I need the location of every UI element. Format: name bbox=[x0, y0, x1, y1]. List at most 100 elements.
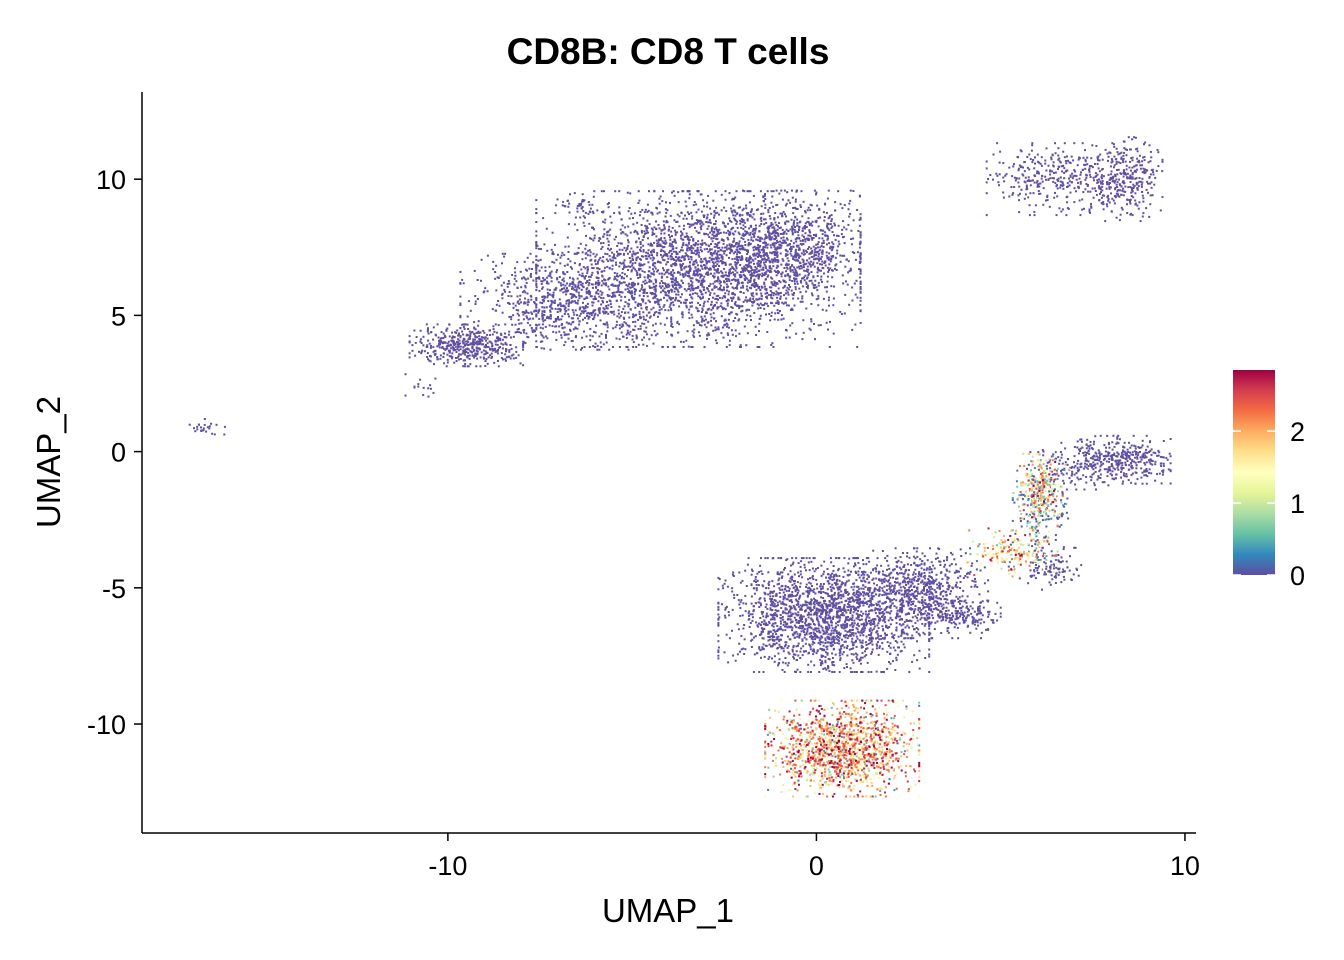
cell-point bbox=[749, 255, 751, 258]
cell-point bbox=[829, 320, 831, 323]
cell-point bbox=[202, 429, 205, 432]
cell-point bbox=[586, 272, 589, 275]
cell-point bbox=[582, 306, 585, 309]
cell-point bbox=[664, 239, 667, 242]
cell-point bbox=[803, 252, 806, 255]
cell-points bbox=[188, 136, 1172, 798]
cell-point bbox=[759, 289, 762, 292]
cell-point bbox=[623, 321, 626, 324]
cell-point bbox=[462, 323, 465, 326]
cell-point bbox=[606, 265, 609, 268]
cell-point bbox=[772, 226, 775, 229]
cell-point bbox=[438, 346, 441, 349]
cell-point bbox=[671, 235, 673, 238]
cell-point bbox=[489, 334, 491, 336]
cell-point bbox=[554, 307, 557, 310]
cell-point bbox=[745, 288, 748, 291]
cell-point bbox=[654, 289, 657, 292]
cell-point bbox=[783, 284, 786, 287]
cell-point bbox=[558, 330, 561, 333]
cell-point bbox=[612, 295, 615, 298]
cell-point bbox=[484, 365, 487, 367]
cell-point bbox=[544, 325, 547, 328]
cell-point bbox=[765, 289, 768, 292]
cell-point bbox=[799, 204, 802, 207]
cell-point bbox=[1064, 170, 1067, 173]
cell-point bbox=[1073, 187, 1076, 190]
cell-point bbox=[695, 211, 698, 214]
cell-point bbox=[563, 326, 566, 329]
cell-point bbox=[443, 341, 446, 344]
cell-point bbox=[771, 342, 774, 345]
cell-point bbox=[539, 258, 542, 261]
cell-point bbox=[796, 273, 799, 276]
cell-point bbox=[764, 206, 767, 209]
cell-point bbox=[546, 249, 549, 252]
cell-point bbox=[471, 331, 474, 333]
cell-point bbox=[567, 313, 570, 316]
cell-point bbox=[858, 255, 861, 258]
cell-point bbox=[619, 314, 622, 317]
cell-point bbox=[828, 216, 831, 219]
cell-point bbox=[764, 233, 767, 236]
cell-point bbox=[781, 214, 783, 217]
cell-point bbox=[794, 198, 797, 201]
cell-point bbox=[652, 297, 655, 300]
cell-point bbox=[486, 345, 489, 348]
cell-point bbox=[653, 295, 656, 298]
cell-point bbox=[772, 294, 775, 297]
cell-point bbox=[706, 227, 709, 230]
cell-point bbox=[745, 207, 748, 210]
cell-point bbox=[687, 311, 690, 314]
cell-point bbox=[535, 267, 538, 270]
cell-point bbox=[538, 308, 541, 311]
cell-point bbox=[1008, 166, 1011, 169]
cell-point bbox=[621, 224, 624, 227]
cell-point bbox=[638, 269, 641, 272]
cell-point bbox=[697, 321, 700, 324]
cell-point bbox=[849, 189, 852, 192]
cell-point bbox=[692, 272, 695, 275]
cell-point bbox=[627, 244, 629, 247]
cell-point bbox=[1020, 165, 1023, 168]
cell-point bbox=[619, 228, 622, 231]
cell-point bbox=[560, 305, 563, 308]
cell-point bbox=[636, 221, 639, 224]
cell-point bbox=[670, 230, 673, 233]
cell-point bbox=[808, 239, 810, 242]
cell-point bbox=[662, 269, 665, 272]
cell-point bbox=[720, 270, 723, 273]
cell-point bbox=[1044, 162, 1047, 165]
cell-point bbox=[756, 303, 759, 306]
cell-point bbox=[692, 273, 695, 276]
cell-point bbox=[487, 356, 490, 359]
cell-point bbox=[499, 337, 502, 340]
cell-point bbox=[670, 302, 673, 304]
cell-point bbox=[596, 209, 599, 212]
cell-point bbox=[788, 279, 791, 282]
cell-point bbox=[842, 236, 844, 239]
cell-point bbox=[648, 266, 651, 269]
cell-point bbox=[640, 255, 643, 258]
cell-point bbox=[812, 255, 815, 258]
cell-point bbox=[661, 200, 664, 203]
cell-point bbox=[802, 263, 805, 266]
cell-point bbox=[1139, 164, 1142, 167]
cell-point bbox=[800, 190, 803, 193]
cell-point bbox=[760, 220, 763, 223]
cell-point bbox=[591, 203, 594, 206]
cell-point bbox=[794, 288, 797, 291]
cell-point bbox=[602, 310, 605, 313]
cell-point bbox=[810, 251, 813, 254]
cell-point bbox=[701, 317, 704, 320]
cell-point bbox=[995, 172, 998, 175]
cell-point bbox=[1002, 176, 1005, 179]
cell-point bbox=[587, 317, 590, 320]
cell-point bbox=[859, 296, 862, 299]
cell-point bbox=[533, 301, 536, 303]
cell-point bbox=[463, 323, 466, 326]
cell-point bbox=[598, 312, 601, 315]
cell-point bbox=[453, 348, 456, 351]
cell-point bbox=[816, 243, 819, 246]
cell-point bbox=[690, 249, 693, 252]
